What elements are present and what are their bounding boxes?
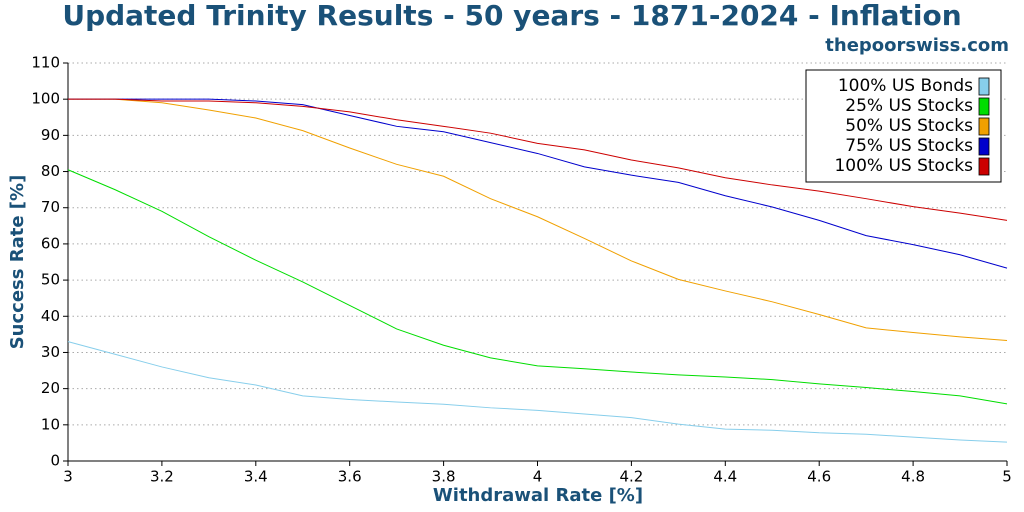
- y-tick-label: 50: [41, 271, 60, 289]
- legend-label: 50% US Stocks: [845, 116, 973, 136]
- series-line: [67, 169, 1008, 405]
- x-tick-label: 3.4: [244, 468, 268, 486]
- y-tick-label: 70: [41, 198, 60, 216]
- x-tick-label: 4: [533, 468, 543, 486]
- x-tick-label: 4.2: [619, 468, 643, 486]
- y-tick-label: 90: [41, 126, 60, 144]
- series-line: [68, 98, 1008, 221]
- y-tick-label: 0: [50, 452, 60, 470]
- legend-frame: [805, 69, 1002, 183]
- x-tick-label: 4.6: [807, 468, 831, 486]
- legend-label: 100% US Stocks: [834, 156, 973, 176]
- y-tick-label: 30: [41, 343, 60, 361]
- legend-swatch: [978, 137, 990, 156]
- series-line: [67, 341, 1008, 443]
- x-tick-label: 3.8: [432, 468, 456, 486]
- x-tick-label: 3: [63, 468, 73, 486]
- legend-label: 25% US Stocks: [845, 96, 973, 116]
- x-tick-label: 3.2: [150, 468, 174, 486]
- legend-swatch: [978, 77, 990, 96]
- legend-swatch: [978, 157, 990, 176]
- y-tick-label: 80: [41, 162, 60, 180]
- y-tick-label: 60: [41, 234, 60, 252]
- legend-swatch: [978, 97, 990, 116]
- y-axis-label: Success Rate [%]: [7, 175, 28, 350]
- y-tick-label: 20: [41, 379, 60, 397]
- x-tick-label: 5: [1002, 468, 1012, 486]
- x-tick-label: 3.6: [338, 468, 362, 486]
- y-tick-label: 40: [41, 307, 60, 325]
- chart-title: Updated Trinity Results - 50 years - 187…: [62, 0, 961, 32]
- legend-label: 100% US Bonds: [838, 76, 973, 96]
- y-tick-label: 10: [41, 415, 60, 433]
- x-tick-label: 4.4: [713, 468, 737, 486]
- subtitle: thepoorswiss.com: [825, 35, 1009, 56]
- x-tick-label: 4.8: [901, 468, 925, 486]
- series-line: [68, 98, 1008, 342]
- legend-label: 75% US Stocks: [845, 136, 973, 156]
- y-tick-label: 100: [31, 90, 60, 108]
- legend-swatch: [978, 117, 990, 136]
- series-line: [68, 98, 1008, 269]
- x-axis-label: Withdrawal Rate [%]: [433, 485, 643, 506]
- y-tick-label: 110: [31, 54, 60, 72]
